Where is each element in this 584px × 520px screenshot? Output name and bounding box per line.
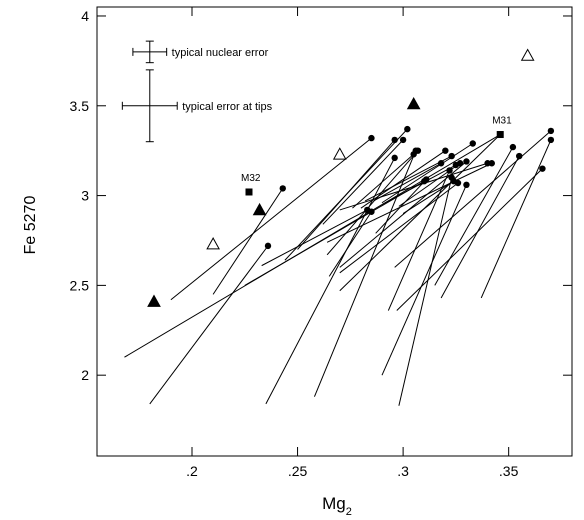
axis-ticks [97,7,572,456]
gradient-line [398,177,453,406]
gradient-line [326,150,419,256]
annotations: M32 M31 typical nuclear error typical error… [172,47,512,184]
open-triangle [206,237,220,250]
square-label: M31 [492,116,512,127]
error-bar-label: typical nuclear error [172,47,269,59]
open-triangle [332,147,347,160]
gradient-line [440,155,520,299]
nuclear-point [437,160,445,167]
y-tick-label: 3 [81,188,89,204]
gradient-line [326,162,492,243]
tick-labels: .2 .25 .3 .35 2 2.5 3 3.5 4 [70,8,519,479]
gradient-line [339,134,501,292]
gradient-line [261,209,368,267]
filled-triangle [406,96,421,110]
plot-border [96,6,573,457]
gradient-line [381,143,474,204]
nuclear-point [488,160,495,167]
x-tick-label: .25 [288,463,308,479]
gradient-line [480,139,552,299]
nuclear-point [463,181,470,189]
gradient-line [373,162,442,202]
nuclear-point [264,242,272,250]
gradient-lines [124,128,552,406]
square-marker [496,131,504,139]
error-bar-label: typical error at tips [182,101,272,113]
gradient-line [402,180,455,214]
gradient-line [322,139,404,225]
nuclear-point [404,125,411,133]
gradient-line [394,130,552,268]
y-tick-label: 2 [81,367,89,383]
x-tick-label: .35 [499,463,519,479]
gradient-line [352,153,414,209]
gradient-line [328,211,372,277]
nuclear-point [463,158,470,165]
nuclear-point [368,134,375,142]
nuclear-point [509,143,517,151]
x-axis-label: Mg2 [322,494,352,518]
nuclear-point [399,136,407,144]
open-triangle [520,48,535,61]
nuclear-point [454,179,462,187]
nuclear-point [412,147,419,154]
gradient-line [170,137,372,301]
gradient-line [244,180,425,286]
gradient-line [212,188,284,295]
gradient-line [375,179,427,234]
filled-triangle [147,294,161,307]
gradient-line [434,146,514,286]
y-tick-label: 3.5 [70,98,90,114]
nuclear-point [469,140,476,147]
nuclear-point [516,152,523,160]
nuclear-point [539,165,546,172]
nuclear-point [446,167,453,174]
gradient-line [339,182,459,274]
gradient-line [396,168,543,311]
square-marker [245,188,253,196]
plot-frame [96,6,573,457]
y-tick-label: 4 [81,8,89,24]
nuclear-point [391,136,398,144]
nuclear-point [391,154,398,162]
nuclear-point [442,147,449,154]
nuclear-point [448,152,455,160]
gradient-line [364,155,452,202]
y-axis-label: Fe 5270 [22,196,39,255]
x-tick-label: .3 [397,463,409,479]
x-tick-label: .2 [186,463,198,479]
filled-triangle [252,202,267,216]
gradient-line [297,139,396,250]
nuclear-point [448,174,455,181]
gradient-line [265,157,396,405]
y-tick-label: 2.5 [70,277,90,293]
square-label: M32 [241,173,261,184]
nuclear-point [279,185,286,192]
x-axis-label-subscript: 2 [346,506,352,518]
nuclear-point [547,127,555,135]
error-bars [121,40,178,143]
nuclear-point [456,160,464,167]
gradient-line [313,150,417,397]
gradient-line [149,245,269,405]
nuclear-point [421,178,428,185]
markers [147,48,555,307]
nuclear-point [368,208,375,215]
nuclear-point [547,136,555,144]
